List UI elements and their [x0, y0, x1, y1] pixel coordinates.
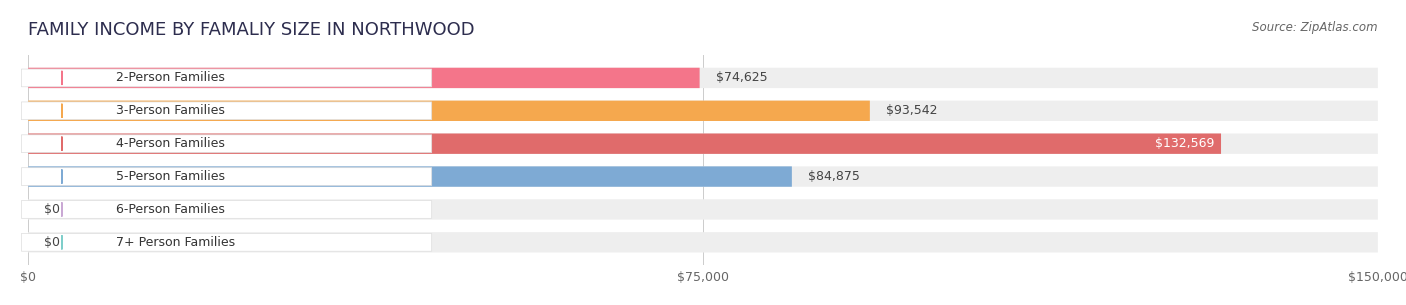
Text: $0: $0	[45, 236, 60, 249]
FancyBboxPatch shape	[21, 102, 432, 120]
FancyBboxPatch shape	[28, 199, 1378, 220]
FancyBboxPatch shape	[28, 134, 1378, 154]
FancyBboxPatch shape	[28, 166, 1378, 187]
FancyBboxPatch shape	[21, 168, 432, 185]
Text: 3-Person Families: 3-Person Families	[115, 104, 225, 117]
FancyBboxPatch shape	[21, 135, 432, 152]
Text: 4-Person Families: 4-Person Families	[115, 137, 225, 150]
Text: 7+ Person Families: 7+ Person Families	[115, 236, 235, 249]
FancyBboxPatch shape	[28, 101, 1378, 121]
Text: 2-Person Families: 2-Person Families	[115, 71, 225, 84]
Text: $74,625: $74,625	[716, 71, 768, 84]
FancyBboxPatch shape	[28, 232, 1378, 253]
Text: $132,569: $132,569	[1154, 137, 1215, 150]
FancyBboxPatch shape	[28, 134, 1220, 154]
FancyBboxPatch shape	[28, 101, 870, 121]
FancyBboxPatch shape	[28, 68, 1378, 88]
FancyBboxPatch shape	[21, 233, 432, 251]
Text: Source: ZipAtlas.com: Source: ZipAtlas.com	[1253, 21, 1378, 34]
FancyBboxPatch shape	[28, 166, 792, 187]
FancyBboxPatch shape	[28, 68, 700, 88]
FancyBboxPatch shape	[21, 69, 432, 87]
Text: FAMILY INCOME BY FAMALIY SIZE IN NORTHWOOD: FAMILY INCOME BY FAMALIY SIZE IN NORTHWO…	[28, 21, 475, 39]
Text: 6-Person Families: 6-Person Families	[115, 203, 225, 216]
Text: 5-Person Families: 5-Person Families	[115, 170, 225, 183]
Text: $0: $0	[45, 203, 60, 216]
Text: $84,875: $84,875	[808, 170, 860, 183]
Text: $93,542: $93,542	[886, 104, 938, 117]
FancyBboxPatch shape	[21, 201, 432, 218]
